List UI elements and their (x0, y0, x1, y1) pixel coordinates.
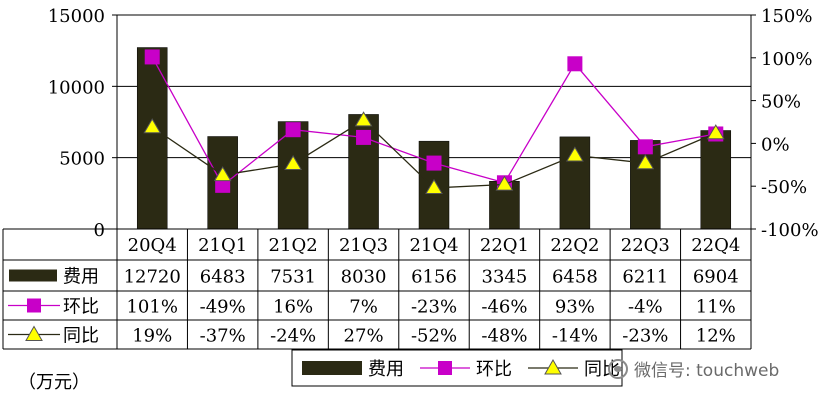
yoy-point (706, 124, 725, 140)
legend-key-yoy-marker (544, 358, 562, 375)
table-cell: -24% (270, 326, 316, 347)
qoq-point (637, 139, 653, 155)
category-label: 21Q4 (409, 235, 458, 256)
yoy-point (143, 118, 162, 134)
table-cell: -23% (622, 326, 668, 347)
yoy-point (495, 175, 514, 191)
table-row-label: 费用 (63, 267, 99, 288)
y-right-tick-label: -50% (761, 177, 807, 198)
category-label: 22Q1 (480, 235, 529, 256)
qoq-point (356, 129, 372, 145)
qoq-point (285, 122, 301, 138)
table-cell: -23% (411, 297, 457, 318)
table-cell: 12% (696, 326, 736, 347)
category-label: 21Q1 (198, 235, 247, 256)
y-right-tick-label: 50% (761, 92, 801, 113)
legend-label: 费用 (368, 359, 404, 380)
y-left-tick-label: 10000 (48, 77, 105, 98)
table-cell: 8030 (341, 267, 387, 288)
y-right-tick-label: 0% (761, 134, 790, 155)
table-cell: -52% (411, 326, 457, 347)
table-cell: 7% (349, 297, 378, 318)
table-cell: 6211 (622, 267, 668, 288)
bar (136, 47, 168, 230)
table-cell: -46% (481, 297, 527, 318)
yoy-point (636, 154, 655, 170)
unit-label: （万元） (18, 372, 90, 393)
table-cell: -14% (552, 326, 598, 347)
table-cell: -37% (200, 326, 246, 347)
table-cell: -4% (628, 297, 663, 318)
y-right-tick-label: 100% (761, 49, 812, 70)
table-row-label: 同比 (63, 326, 99, 347)
table-row-label: 环比 (63, 297, 99, 318)
table-key-yoy-marker (25, 325, 43, 341)
wechat-icon (608, 358, 628, 379)
table-cell: -48% (481, 326, 527, 347)
table-cell: 27% (344, 326, 384, 347)
table-cell: 6483 (200, 267, 246, 288)
qoq-point (567, 56, 583, 72)
yoy-point (213, 166, 232, 182)
qoq-point (144, 49, 160, 65)
table-cell: 11% (696, 297, 736, 318)
table-cell: 6904 (693, 267, 739, 288)
watermark-text: 微信号: touchweb (634, 361, 780, 381)
qoq-point (426, 155, 442, 171)
y-left-tick-label: 5000 (59, 149, 105, 170)
legend-key-qoq-marker (438, 361, 452, 375)
table-cell: 101% (126, 297, 177, 318)
legend-key-bar (302, 361, 362, 375)
y-left-tick-label: 0 (94, 220, 105, 241)
category-label: 22Q4 (691, 235, 740, 256)
bar (277, 121, 309, 230)
y-right-tick-label: 150% (761, 6, 812, 27)
table-cell: 6458 (552, 267, 598, 288)
category-label: 21Q3 (339, 235, 388, 256)
table-cell: 3345 (482, 267, 528, 288)
legend-label: 环比 (476, 359, 512, 380)
yoy-point (566, 146, 584, 162)
y-right-tick-label: -100% (761, 220, 819, 241)
table-cell: -49% (200, 297, 246, 318)
y-left-tick-label: 15000 (48, 6, 105, 27)
table-key-bar (9, 269, 57, 282)
table-cell: 7531 (270, 267, 316, 288)
table-key-qoq-marker (27, 298, 41, 313)
yoy-point (354, 111, 373, 127)
bar (207, 136, 238, 230)
table-cell: 6156 (411, 267, 457, 288)
yoy-point (284, 154, 302, 171)
bar (700, 130, 732, 230)
yoy-point (425, 178, 443, 195)
table-cell: 12720 (124, 267, 181, 288)
table-cell: 93% (555, 297, 595, 318)
category-label: 22Q3 (621, 235, 670, 256)
table-cell: 19% (132, 326, 172, 347)
table-cell: 16% (273, 297, 313, 318)
category-label: 21Q2 (269, 235, 318, 256)
category-label: 22Q2 (550, 235, 599, 256)
category-label: 20Q4 (128, 235, 177, 256)
watermark: 微信号: touchweb (608, 356, 779, 381)
